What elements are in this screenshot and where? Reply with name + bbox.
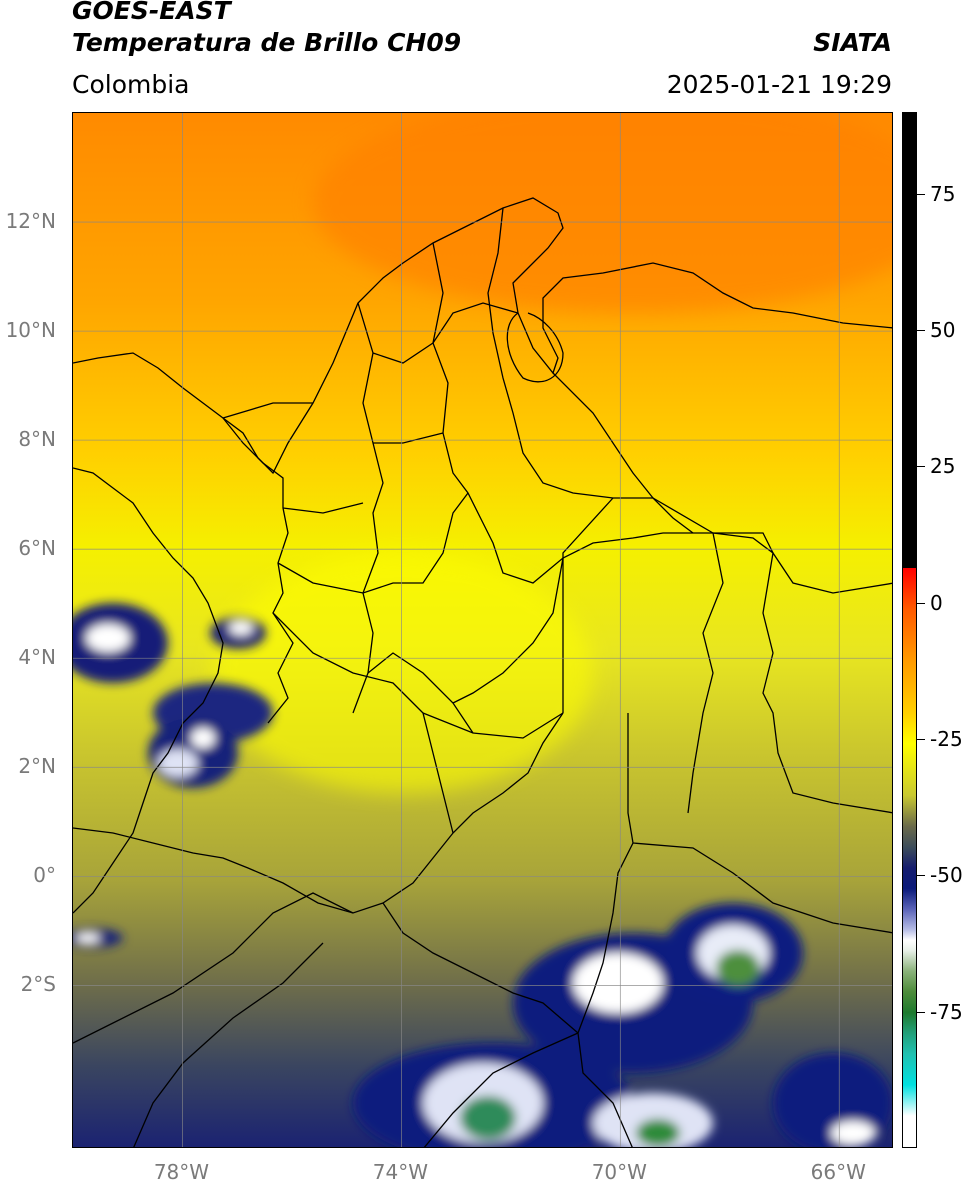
colorbar-tick-mark	[917, 875, 925, 877]
lon-tick-label: 66°W	[810, 1160, 866, 1184]
colorbar-tick-mark	[917, 466, 925, 468]
lon-tick-label: 70°W	[591, 1160, 647, 1184]
lat-tick-label: 8°N	[18, 427, 56, 452]
colorbar-tick-mark	[917, 193, 925, 195]
colorbar-tick-label: -25	[930, 727, 963, 752]
lon-tick-label: 78°W	[153, 1160, 210, 1184]
satellite-name: GOES-EAST	[72, 0, 231, 25]
lat-tick-label: 12°N	[5, 209, 56, 234]
datetime-label: 2025-01-21 19:29	[666, 70, 892, 99]
brightness-temperature-map	[72, 112, 893, 1148]
colorbar-tick-mark	[917, 739, 925, 741]
colorbar-tick-label: 75	[930, 181, 956, 206]
colorbar-tick-label: 25	[930, 454, 956, 479]
lat-tick-label: 10°N	[5, 318, 56, 343]
lat-tick-label: 6°N	[18, 536, 56, 561]
cold-cloud-clusters	[73, 603, 273, 948]
amazon-convection	[353, 903, 892, 1147]
colorbar-tick-mark	[917, 1011, 925, 1013]
organization-label: SIATA	[813, 28, 892, 57]
warm-andes-area	[213, 553, 593, 793]
map-grid	[73, 113, 892, 1147]
map-canvas	[73, 113, 892, 1147]
colorbar-tick-label: 50	[930, 318, 956, 343]
lat-tick-label: 0°	[33, 863, 56, 888]
colorbar	[902, 112, 917, 1148]
lon-tick-label: 74°W	[372, 1160, 429, 1184]
region-label: Colombia	[72, 70, 190, 99]
product-title: Temperatura de Brillo CH09	[72, 28, 462, 57]
colorbar-tick-label: 0	[930, 590, 943, 615]
colorbar-tick-label: -75	[930, 999, 963, 1024]
lat-tick-label: 2°S	[20, 972, 56, 997]
lat-tick-label: 4°N	[18, 645, 56, 670]
lat-tick-label: 2°N	[18, 754, 56, 779]
warm-caribbean-area	[313, 113, 892, 313]
colorbar-tick-mark	[917, 602, 925, 604]
coastlines-and-borders	[73, 197, 892, 1147]
colorbar-tick-mark	[917, 330, 925, 332]
colorbar-tick-label: -50	[930, 863, 963, 888]
